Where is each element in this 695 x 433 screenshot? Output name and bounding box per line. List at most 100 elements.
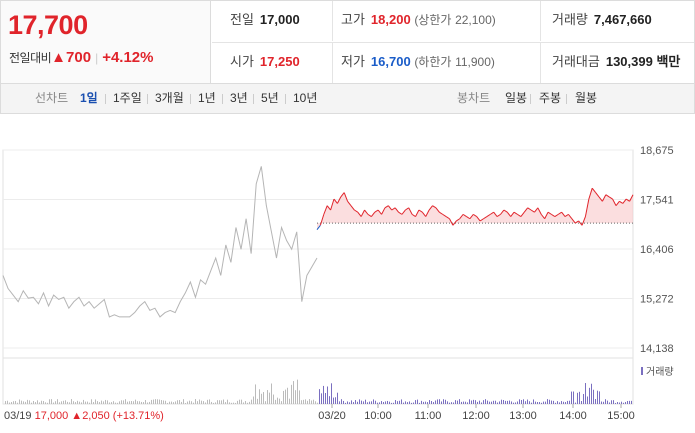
volume-bar [41,400,42,404]
volume-bar [31,402,32,404]
volume-bar [137,401,138,404]
today-line-segment [374,209,379,213]
volume-bar [419,402,420,404]
today-line-segment [530,209,535,213]
volume-bar [373,399,374,404]
volume-bar [297,379,298,404]
tab-divider [222,94,223,104]
tab-3month[interactable]: 3개월 [155,91,184,105]
volume-bar [147,402,148,404]
volume-bar [477,401,478,404]
today-line-segment [415,209,420,217]
volume-bar [73,401,74,404]
volume-bar [127,401,128,404]
volume-bar [179,400,180,404]
volume-bar [459,399,460,404]
change-value: 700 [66,49,92,66]
volume-bar [191,401,192,404]
volume-bar [559,402,560,404]
volume-bar [259,389,260,404]
volume-bar [479,400,480,404]
volume-bar [61,401,62,404]
volume-bar [467,402,468,404]
today-line-segment [601,194,607,202]
tab-weekly-candle[interactable]: 주봉 [539,91,562,105]
volume-bar [185,402,186,404]
volume-bar [209,399,210,404]
volume-bar [587,396,588,404]
volume-bar [357,401,358,404]
volume-bar [83,399,84,404]
x-tick-label: 12:00 [462,410,490,422]
volume-bar [353,402,354,404]
volume-bar [369,401,370,404]
volume-bar [455,400,456,404]
volume-bar [135,399,136,404]
tab-monthly-candle[interactable]: 월봉 [575,91,598,105]
today-line-segment [381,207,386,215]
tab-5year[interactable]: 5년 [261,91,279,105]
volume-bar [101,400,102,404]
volume-bar [307,400,308,404]
volume-bar [59,402,60,404]
prev-day-line [2,166,318,318]
tab-1year[interactable]: 1년 [198,91,216,105]
volume-bar [173,402,174,404]
volume-bar [551,400,552,404]
volume-bar [39,402,40,404]
volume-bar [253,396,254,404]
volume-bar [199,399,200,404]
y-tick-label: 16,406 [640,244,674,256]
tab-divider [190,94,191,104]
volume-bar [145,400,146,404]
tab-1week[interactable]: 1주일 [113,91,142,105]
today-line-segment [500,209,505,215]
volume-bar [169,401,170,404]
volume-bar [503,400,504,404]
x-tick-label: 03/20 [318,410,346,422]
volume-bar [225,402,226,404]
volume-bar [133,401,134,404]
today-line-segment [462,213,467,217]
today-line-segment [534,207,539,213]
volume-bar [365,399,366,404]
volume-bar [197,401,198,404]
volume-bar [103,401,104,404]
volume-bar [159,399,160,404]
volume-bar [445,399,446,404]
volume-bar [111,402,112,404]
tab-1day[interactable]: 1일 [80,91,98,105]
volume-bar [229,402,230,404]
volume-bar [165,400,166,404]
tab-10year[interactable]: 10년 [293,91,318,105]
volume-bar [627,401,628,404]
today-line-segment [506,211,512,217]
volume-bar [287,387,288,404]
tab-daily-candle[interactable]: 일봉 [505,91,528,105]
volume-bar [461,401,462,404]
tab-divider [530,94,531,104]
today-line-segment [578,220,583,226]
volume-bar [299,390,300,404]
stat-low: 저가 16,700 (하한가 11,900) [332,43,538,83]
volume-legend-label: 거래량 [646,366,674,378]
volume-bar [381,401,382,404]
volume-bar [393,402,394,404]
volume-bar [577,392,578,404]
volume-bar [483,400,484,404]
volume-bar [125,399,126,404]
tab-3year[interactable]: 3년 [230,91,248,105]
volume-bar [545,401,546,404]
volume-bar [33,401,34,404]
volume-bar [581,401,582,404]
today-line-segment [411,213,416,217]
volume-bar [319,389,320,404]
volume-bar [289,398,290,404]
volume-bar [63,400,64,404]
current-price: 17,700 [8,10,88,40]
volume-bar [9,402,10,404]
chart-labels: 18,675 17,541 16,406 15,272 14,138 03/20 10:00… [4,145,674,422]
volume-bar [499,401,500,404]
today-line-segment [493,211,498,217]
today-line-segment [354,209,359,213]
